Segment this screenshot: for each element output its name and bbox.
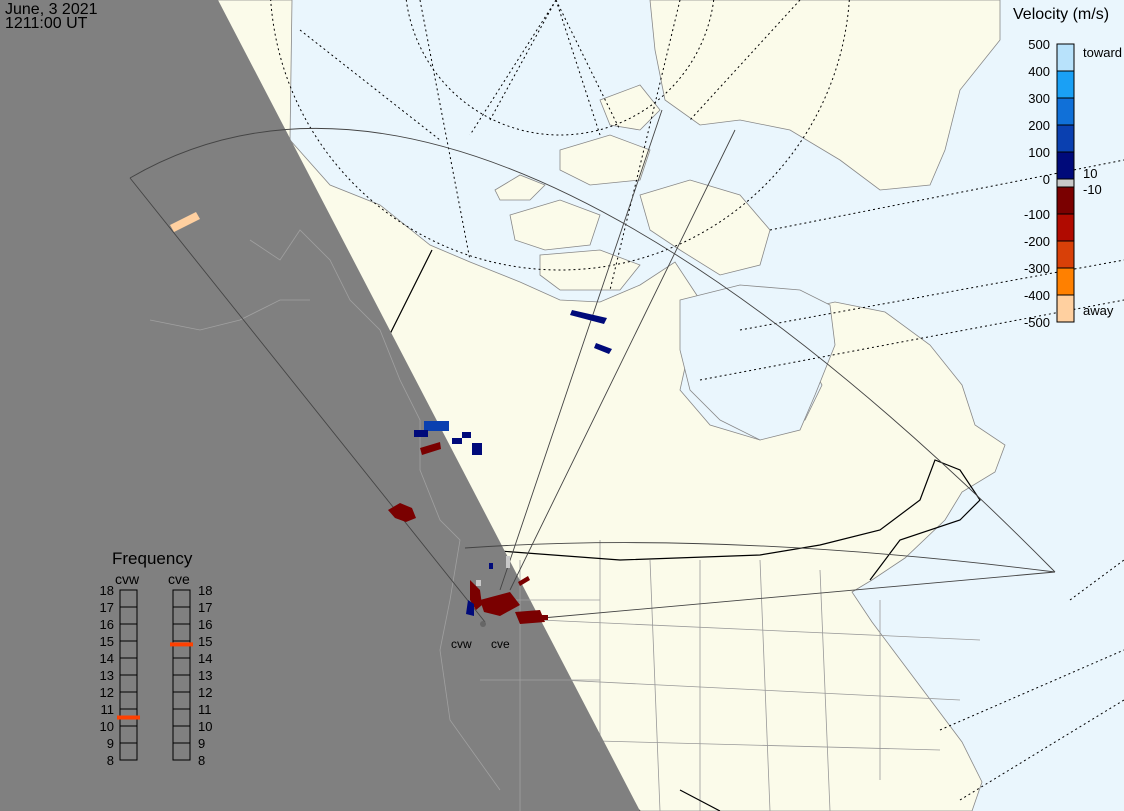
- night-terminator: [0, 0, 640, 811]
- legend-tick: -200: [1023, 234, 1050, 249]
- lat-lon-grid: [270, 0, 1124, 801]
- velocity-colorbar: [1056, 43, 1075, 323]
- echo-toward: [472, 443, 482, 455]
- colorbar-segment: [1056, 124, 1075, 153]
- velocity-scatter: [170, 212, 612, 627]
- frequency-cell: [172, 742, 191, 761]
- radar-label-cvw: cvw: [451, 637, 472, 651]
- frequency-tick: 8: [198, 753, 206, 768]
- toward-label: toward: [1083, 45, 1123, 60]
- legend-title: Velocity (m/s): [1013, 6, 1110, 23]
- arctic-island-3: [559, 134, 651, 186]
- colorbar-segment: [1056, 186, 1075, 215]
- colorbar-segment: [1056, 97, 1075, 126]
- colorbar-segment: [1056, 151, 1075, 180]
- night-coastlines: [149, 229, 600, 811]
- echo-toward: [466, 600, 474, 616]
- frequency-tick: 15: [198, 634, 213, 649]
- echo-toward: [570, 310, 607, 324]
- colorbar-segment: [1056, 294, 1075, 323]
- colorbar-segment: [1056, 43, 1075, 72]
- frequency-title: Frequency: [112, 549, 193, 568]
- freq-radar-cvw: cvw: [115, 571, 140, 587]
- legend-tick: 300: [1028, 91, 1050, 106]
- frequency-tick: 17: [198, 600, 213, 615]
- arctic-island-1: [509, 199, 601, 251]
- legend-tick: -400: [1023, 288, 1050, 303]
- radar-site: [480, 621, 486, 627]
- arctic-island-5: [494, 174, 546, 201]
- echo-away: [470, 580, 482, 610]
- frequency-tick: 16: [99, 617, 114, 632]
- legend-tick: 200: [1028, 118, 1050, 133]
- frequency-tick: 9: [106, 736, 114, 751]
- frequency-cell: [119, 742, 138, 761]
- echo-toward: [414, 430, 428, 437]
- frequency-tick: 16: [198, 617, 213, 632]
- legend-tick: 400: [1028, 64, 1050, 79]
- frequency-tick: 15: [99, 634, 114, 649]
- legend-tick: 100: [1028, 145, 1050, 160]
- colorbar-segment: [1056, 213, 1075, 242]
- colorbar-segment: [1056, 267, 1075, 296]
- radar-label-cve: cve: [491, 637, 510, 651]
- legend-tick: 0: [1042, 172, 1050, 187]
- echo-toward: [452, 438, 462, 444]
- arctic-island-4: [599, 84, 661, 131]
- gs-lower-label: -10: [1083, 182, 1102, 197]
- frequency-tick: 9: [198, 736, 206, 751]
- frequency-marker-cve: [170, 642, 193, 647]
- echo-away: [170, 212, 200, 232]
- echo-away: [518, 576, 530, 586]
- echo-away: [515, 610, 545, 624]
- echo-gs: [476, 580, 481, 586]
- legend-tick: -100: [1023, 207, 1050, 222]
- frequency-tick: 10: [99, 719, 114, 734]
- frequency-tick: 18: [99, 583, 114, 598]
- baffin-island: [639, 179, 771, 276]
- frequency-tick: 12: [198, 685, 213, 700]
- echo-toward: [424, 421, 449, 431]
- frequency-marker-cvw: [117, 715, 140, 720]
- frequency-bars: [117, 589, 193, 761]
- frequency-tick: 18: [198, 583, 213, 598]
- legend-tick: 500: [1028, 37, 1050, 52]
- freq-radar-cve: cve: [168, 571, 190, 587]
- radar-fields-of-view: [129, 109, 1056, 623]
- echo-gs: [506, 556, 510, 568]
- echo-toward: [462, 432, 471, 438]
- frequency-tick: 12: [99, 685, 114, 700]
- hudson-bay: [679, 284, 836, 441]
- gs-upper-label: 10: [1083, 166, 1098, 181]
- frequency-tick: 11: [100, 702, 115, 717]
- frequency-tick: 8: [106, 753, 114, 768]
- legend-tick: -300: [1023, 261, 1050, 276]
- time-label: 1211:00 UT: [5, 15, 88, 32]
- frequency-tick: 13: [198, 668, 213, 683]
- frequency-tick: 13: [99, 668, 114, 683]
- echo-toward: [594, 343, 612, 354]
- away-label: away: [1083, 303, 1114, 318]
- echo-away: [480, 592, 520, 616]
- frequency-tick: 11: [198, 702, 212, 717]
- date-label: June, 3 2021: [5, 1, 98, 18]
- colorbar-ground-scatter: [1056, 178, 1075, 188]
- frequency-tick: 17: [99, 600, 114, 615]
- echo-away: [388, 503, 416, 522]
- frequency-tick: 14: [99, 651, 114, 666]
- echo-toward: [489, 563, 493, 569]
- political-borders: [539, 540, 981, 811]
- frequency-tick: 14: [198, 651, 213, 666]
- arctic-island-2: [539, 249, 641, 291]
- legend-tick: -500: [1023, 315, 1050, 330]
- frequency-tick: 10: [198, 719, 213, 734]
- greenland: [649, 0, 1001, 191]
- colorbar-segment: [1056, 240, 1075, 269]
- colorbar-segment: [1056, 70, 1075, 99]
- echo-away: [535, 615, 548, 620]
- echo-away: [420, 442, 441, 455]
